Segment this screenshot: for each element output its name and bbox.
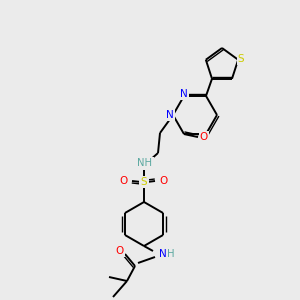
Text: S: S	[238, 54, 244, 64]
Text: S: S	[141, 177, 147, 187]
Text: O: O	[159, 176, 167, 186]
Text: O: O	[116, 246, 124, 256]
Text: N: N	[180, 89, 188, 99]
Text: H: H	[167, 249, 175, 259]
Text: N: N	[166, 110, 174, 120]
Text: O: O	[200, 132, 208, 142]
Text: NH: NH	[137, 158, 152, 168]
Text: O: O	[120, 176, 128, 186]
Text: N: N	[159, 249, 167, 259]
